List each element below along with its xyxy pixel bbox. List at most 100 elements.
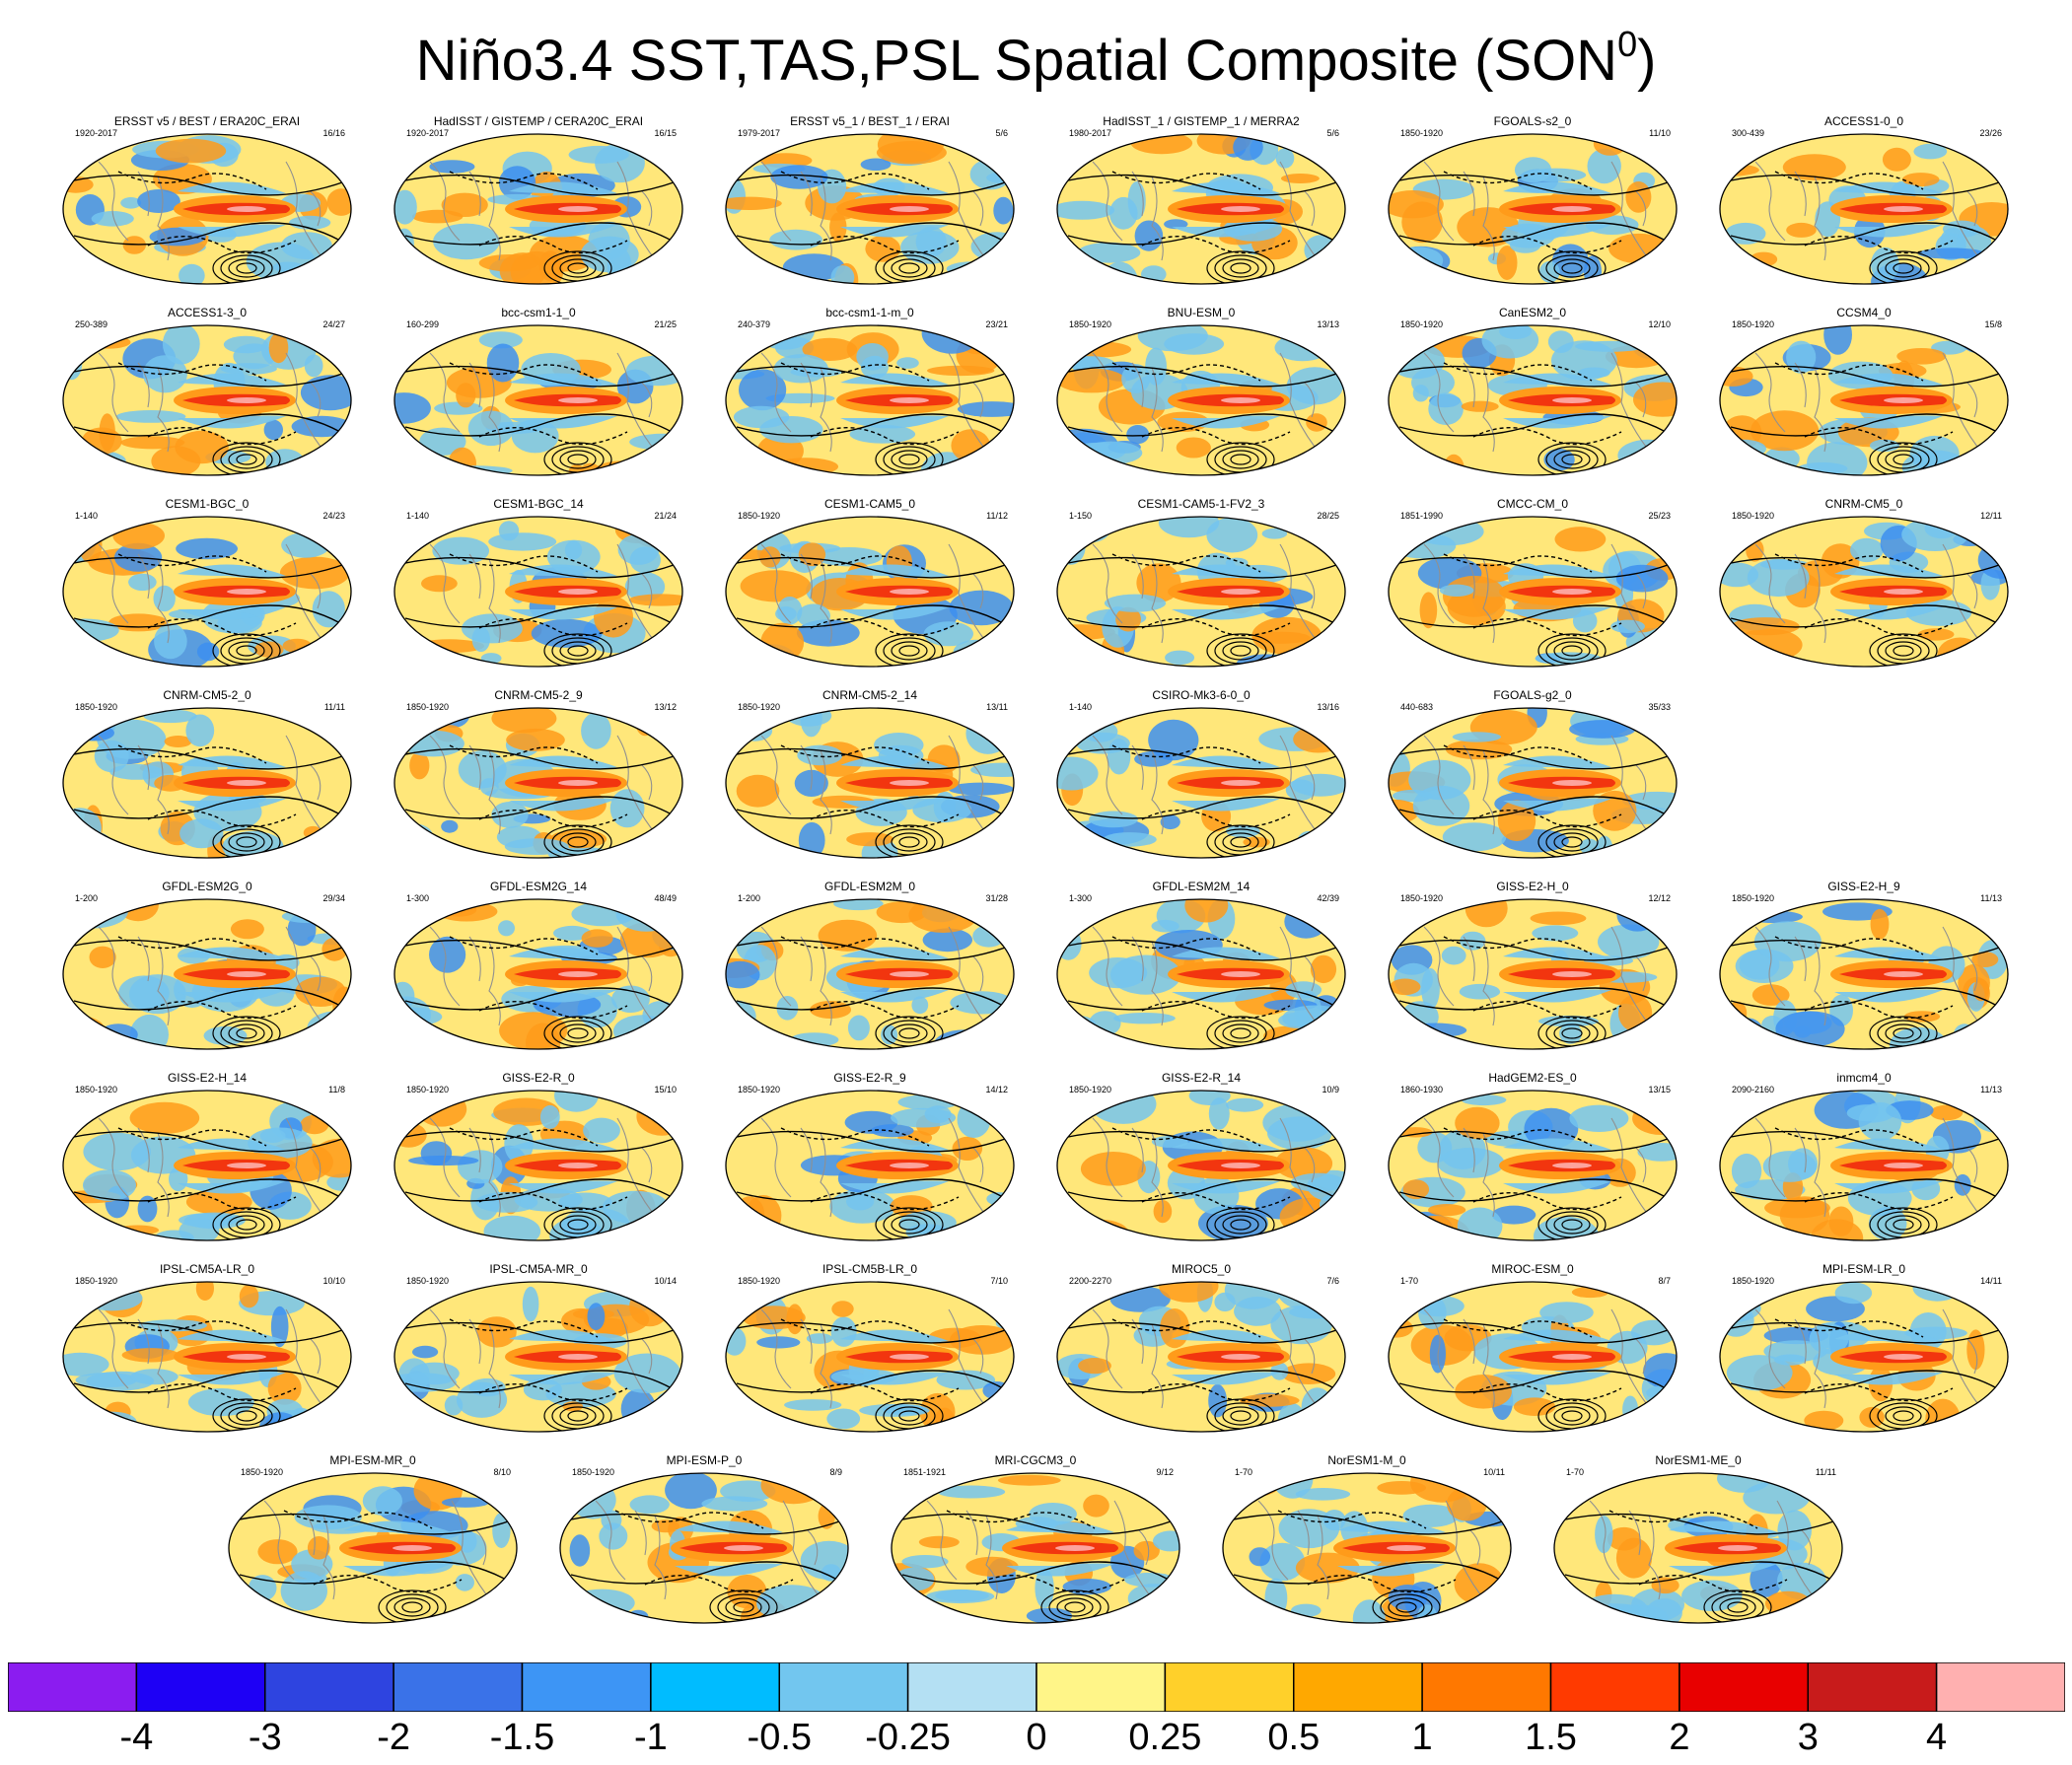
panel-period: 1-70 [1566, 1467, 1585, 1477]
panel-period: 160-299 [406, 319, 440, 329]
panel-event-count: 25/23 [1648, 511, 1671, 521]
composite-map [1553, 1472, 1843, 1624]
colorbar-labels: -4 -3 -2 -1.5 -1 -0.5 -0.25 0 0.25 0.5 1 1.5 2 3 4 [8, 1716, 2065, 1765]
panel-event-count: 23/26 [1979, 128, 2002, 138]
composite-map [1388, 707, 1678, 859]
map-panel: GISS-E2-H_9 1850-1920 11/13 [1716, 880, 2012, 1052]
colorbar-tick-label: -1 [633, 1717, 668, 1758]
composite-map [1388, 133, 1678, 285]
composite-map [725, 707, 1015, 859]
panel-event-count: 12/10 [1648, 319, 1671, 329]
panel-title: FGOALS-s2_0 [1493, 114, 1572, 128]
panel-period: 1-70 [1235, 1467, 1253, 1477]
colorbar-swatch [1164, 1662, 1295, 1712]
map-panel: FGOALS-g2_0 440-683 35/33 [1385, 688, 1680, 861]
composite-map [62, 516, 352, 668]
panel-title: ACCESS1-0_0 [1823, 114, 1904, 128]
composite-map [725, 1090, 1015, 1241]
panel-event-count: 11/13 [1980, 1085, 2002, 1094]
panel-period: 1850-1920 [738, 511, 781, 521]
composite-map [1719, 324, 2009, 476]
panel-event-count: 35/33 [1648, 702, 1671, 712]
panel-period: 440-683 [1400, 702, 1434, 712]
map-panel: HadISST / GISTEMP / CERA20C_ERAI 1920-201… [391, 114, 686, 287]
composite-map [393, 1281, 683, 1433]
panel-event-count: 21/25 [654, 319, 677, 329]
map-panel: bcc-csm1-1_0 160-299 21/25 [391, 306, 686, 478]
panel-period: 1850-1920 [406, 1276, 450, 1286]
panel-title: ACCESS1-3_0 [167, 306, 248, 319]
panel-title: GFDL-ESM2G_14 [489, 880, 588, 893]
composite-map [1388, 1090, 1678, 1241]
colorbar-swatch [1293, 1662, 1423, 1712]
panel-period: 1850-1920 [1400, 893, 1444, 903]
panel-event-count: 11/12 [986, 511, 1008, 521]
colorbar-tick-label: -2 [377, 1717, 410, 1758]
panel-event-count: 10/10 [322, 1276, 345, 1286]
panel-period: 1850-1920 [406, 702, 450, 712]
colorbar-swatch [521, 1662, 652, 1712]
colorbar-swatch [1549, 1662, 1680, 1712]
composite-map [725, 1281, 1015, 1433]
panel-period: 1920-2017 [406, 128, 450, 138]
map-panel: IPSL-CM5B-LR_0 1850-1920 7/10 [722, 1262, 1018, 1435]
composite-map [62, 1090, 352, 1241]
panel-period: 1850-1920 [738, 702, 781, 712]
composite-map [1719, 898, 2009, 1050]
panel-event-count: 21/24 [654, 511, 677, 521]
panel-period: 1920-2017 [75, 128, 118, 138]
colorbar-bar [8, 1662, 2065, 1712]
composite-map [1719, 516, 2009, 668]
panel-title: CanESM2_0 [1498, 306, 1567, 319]
panel-title: bcc-csm1-1-m_0 [825, 306, 914, 319]
colorbar-tick-label: 3 [1797, 1717, 1819, 1758]
map-panel: CNRM-CM5_0 1850-1920 12/11 [1716, 497, 2012, 670]
panel-event-count: 24/23 [322, 511, 345, 521]
panel-title: HadISST / GISTEMP / CERA20C_ERAI [433, 114, 644, 128]
panel-period: 2090-2160 [1732, 1085, 1775, 1094]
panel-event-count: 10/11 [1483, 1467, 1505, 1477]
composite-map [1056, 1281, 1346, 1433]
panel-title: IPSL-CM5A-MR_0 [489, 1262, 588, 1276]
panel-period: 240-379 [738, 319, 771, 329]
colorbar [8, 1662, 2065, 1712]
colorbar-swatch [393, 1662, 524, 1712]
panel-title: MIROC-ESM_0 [1491, 1262, 1574, 1276]
panel-event-count: 9/12 [1156, 1467, 1174, 1477]
colorbar-swatch [1679, 1662, 1810, 1712]
panel-title: GFDL-ESM2M_14 [1152, 880, 1250, 893]
panel-title: GISS-E2-R_14 [1161, 1071, 1242, 1085]
colorbar-tick-label: 2 [1669, 1717, 1690, 1758]
panel-period: 1850-1920 [572, 1467, 615, 1477]
map-panel: IPSL-CM5A-LR_0 1850-1920 10/10 [59, 1262, 355, 1435]
panel-event-count: 8/9 [829, 1467, 842, 1477]
colorbar-swatch [1036, 1662, 1167, 1712]
map-panel: MRI-CGCM3_0 1851-1921 9/12 [888, 1453, 1183, 1626]
colorbar-tick-label: -4 [119, 1717, 154, 1758]
composite-map [1056, 707, 1346, 859]
map-panel: CSIRO-Mk3-6-0_0 1-140 13/16 [1053, 688, 1349, 861]
figure-title-close: ) [1637, 29, 1657, 93]
colorbar-tick-label: 0.5 [1267, 1717, 1321, 1758]
panel-period: 1850-1920 [1400, 319, 1444, 329]
panel-event-count: 7/6 [1326, 1276, 1339, 1286]
panel-event-count: 11/11 [1815, 1467, 1836, 1477]
composite-map [62, 133, 352, 285]
panel-period: 1850-1920 [406, 1085, 450, 1094]
composite-map [1222, 1472, 1512, 1624]
colorbar-tick-label: 1.5 [1525, 1717, 1577, 1758]
composite-map [1388, 324, 1678, 476]
panel-period: 1979-2017 [738, 128, 781, 138]
panel-period: 1850-1920 [1400, 128, 1444, 138]
panel-event-count: 14/11 [1980, 1276, 2002, 1286]
map-panel: MPI-ESM-MR_0 1850-1920 8/10 [225, 1453, 521, 1626]
panel-event-count: 7/10 [990, 1276, 1008, 1286]
map-panel: GFDL-ESM2G_0 1-200 29/34 [59, 880, 355, 1052]
panel-title: CNRM-CM5-2_14 [822, 688, 918, 702]
panel-title: CNRM-CM5_0 [1824, 497, 1903, 511]
panel-period: 1980-2017 [1069, 128, 1112, 138]
panel-title: bcc-csm1-1_0 [501, 306, 576, 319]
panel-title: CMCC-CM_0 [1497, 497, 1568, 511]
panel-period: 1850-1920 [1069, 319, 1112, 329]
map-panel: HadISST_1 / GISTEMP_1 / MERRA2 1980-2017 5… [1053, 114, 1349, 287]
